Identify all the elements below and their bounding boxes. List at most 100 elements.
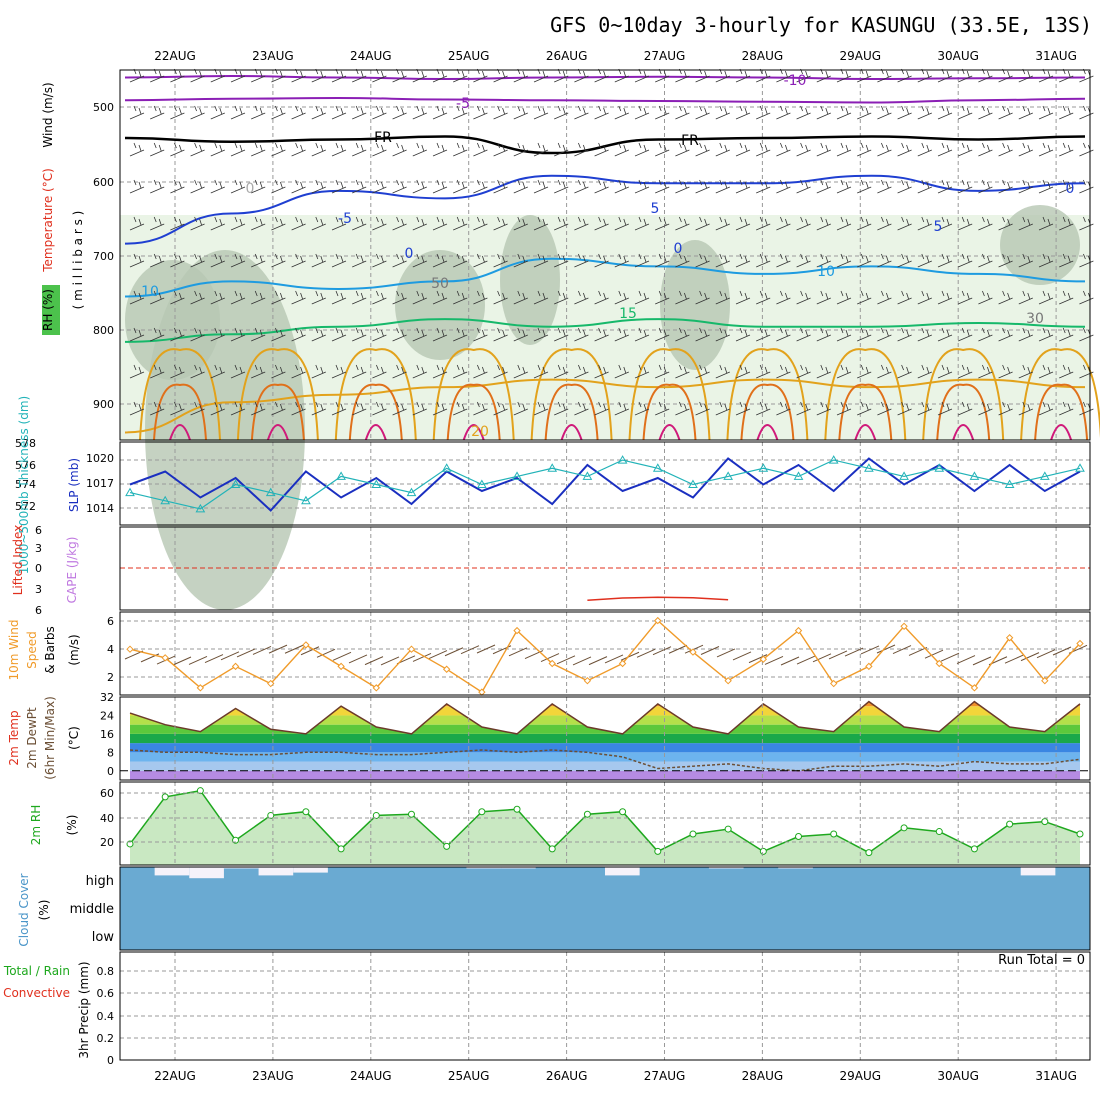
wind-barb: [978, 105, 993, 120]
wind10m-marker: [1005, 634, 1014, 642]
wind-barb: [1038, 216, 1054, 231]
wind-barb: [513, 290, 528, 305]
wind-barb: [574, 364, 589, 379]
wind10m-marker: [759, 655, 768, 663]
wind-barb: [311, 216, 326, 231]
isotherm-20-cell: [432, 348, 515, 441]
slp-axis-label: SLP (mb): [67, 458, 81, 512]
wind-barb: [897, 327, 912, 342]
wind-barb: [634, 105, 650, 120]
wind-barb: [655, 401, 670, 416]
isotherm-30-cell: [560, 424, 583, 441]
wind-barb: [978, 290, 993, 305]
thickness-marker: [125, 487, 135, 497]
wind-barb: [251, 142, 266, 157]
bottom-date-label: 24AUG: [350, 1069, 392, 1083]
wind10m-marker: [900, 622, 908, 631]
wind-barb: [655, 327, 670, 342]
wind-barb: [1059, 142, 1074, 157]
isotherm-FR: [124, 135, 1086, 155]
wind-barb: [897, 179, 912, 194]
isotherm-30-cell: [364, 424, 387, 441]
wind-barb: [533, 216, 549, 231]
rh2m-marker: [513, 805, 521, 813]
wind-barb: [776, 216, 791, 231]
slp-tick-label: 1020: [86, 452, 114, 465]
wind-barb: [251, 216, 266, 231]
wind10m-marker: [654, 616, 662, 625]
wind-barb: [392, 105, 407, 120]
y-tick-label: 572: [15, 500, 36, 513]
wind-barb: [574, 216, 589, 231]
wind-barb: [897, 216, 912, 231]
wind-barb: [877, 142, 892, 157]
wind-barb: [210, 401, 225, 416]
wind-barb: [998, 142, 1013, 157]
wind-barb: [796, 253, 811, 268]
wind-barb: [1038, 327, 1054, 342]
wind-barb: [655, 142, 670, 157]
wind-barb: [917, 216, 932, 231]
wind-barb: [230, 105, 246, 120]
thickness-marker: [301, 495, 311, 505]
wind-barb: [533, 253, 549, 268]
wind-barb: [271, 253, 286, 268]
wind10m-barb: [636, 648, 656, 658]
thickness-marker: [1075, 463, 1085, 472]
rh2m-marker: [407, 810, 415, 818]
wind-barb: [877, 364, 892, 379]
wind-barb: [695, 364, 710, 379]
wind-barb: [412, 179, 427, 194]
wind-barb: [230, 179, 246, 194]
wind-barb: [1059, 216, 1074, 231]
wind-barb: [554, 216, 569, 231]
wind-barb: [493, 253, 508, 268]
wind10m-barb: [684, 644, 704, 654]
wind10m-marker: [196, 684, 205, 692]
wind-barb: [836, 105, 852, 120]
wind-barb: [634, 401, 650, 416]
wind-barb: [816, 253, 831, 268]
wind-barb: [857, 142, 872, 157]
wind-barb: [1018, 253, 1033, 268]
thickness-marker: [723, 471, 734, 480]
wind-barb: [594, 401, 609, 416]
wind-barb: [453, 253, 468, 268]
wind10m-barb: [572, 656, 592, 666]
rh2m-marker: [1076, 830, 1084, 838]
wind-barb: [493, 401, 508, 416]
wind-barb: [877, 179, 892, 194]
wind-barb: [594, 290, 609, 305]
clear-sky-bar: [154, 867, 190, 876]
wind-barb: [251, 401, 266, 416]
wind10m-barb: [716, 648, 736, 658]
wind-barb: [473, 142, 488, 157]
wind-barb: [1038, 290, 1054, 305]
wind-barb: [695, 290, 710, 305]
precip-axis-label: 3hr Precip (mm): [77, 961, 91, 1058]
bottom-date-label: 30AUG: [937, 1069, 979, 1083]
top-date-label: 24AUG: [350, 49, 392, 63]
wind-barb: [251, 327, 266, 342]
wind-barb: [715, 290, 730, 305]
y-tick-label: 6: [35, 524, 42, 537]
wind-barb: [776, 105, 791, 120]
wind-barb: [675, 105, 690, 120]
wind-barb: [655, 216, 670, 231]
y-tick-label: 0: [107, 765, 114, 778]
clear-sky-bar: [466, 867, 502, 869]
wind-barb: [251, 290, 266, 305]
wind-barb: [129, 401, 145, 416]
wind-barb: [816, 179, 831, 194]
wind-barb: [715, 253, 730, 268]
clear-sky-bar: [778, 867, 813, 869]
wind-barb: [1059, 290, 1074, 305]
wind-barb: [372, 401, 387, 416]
wind-barb: [412, 216, 427, 231]
wind-barb: [917, 253, 932, 268]
wind-barb: [655, 364, 670, 379]
contour-label: -5: [456, 96, 470, 112]
wind10m-barb: [1052, 646, 1072, 656]
wind-barb: [998, 105, 1013, 120]
